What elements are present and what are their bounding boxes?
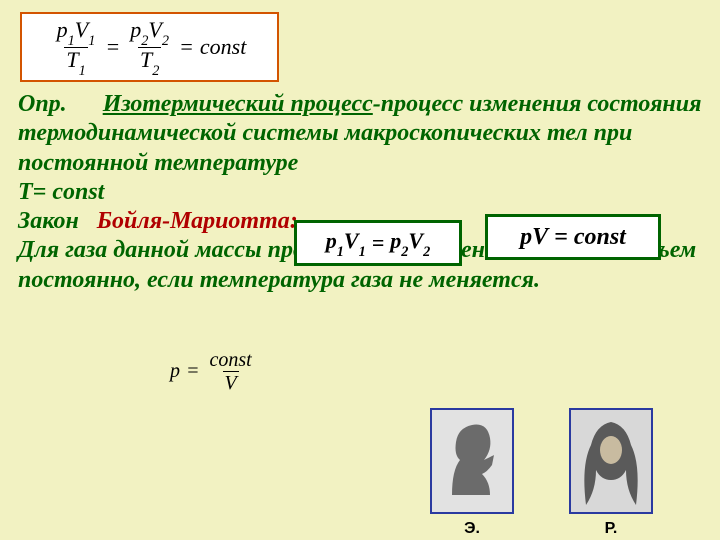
formula-pv-eq: p1V1 = p2V2 [326,228,431,258]
formula-p-num: const [208,350,254,371]
formula-p-eq: p = const V [170,350,256,393]
definition-term: Изотермический процесс [103,91,373,117]
formula-pv-const: pV=const [520,224,626,251]
formula-p-den: V [223,371,239,393]
portrait-frame [430,408,514,514]
portrait-frame [569,408,653,514]
formula-pv-const-box: pV=const [485,214,661,260]
formula-main-const: const [200,34,246,60]
portrait-caption: Э. [464,520,480,538]
portrait-mariotte: Э. [430,408,514,538]
formula-p-lhs: p [170,360,180,383]
slide: p1V1 T1 = p2V2 T2 = const Опр. Изотермич… [0,0,720,540]
portrait-boyle: Р. [569,408,653,538]
formula-main-box: p1V1 T1 = p2V2 T2 = const [20,12,279,82]
law-name: Бойля-Мариотта: [97,208,298,234]
opr-label: Опр. [18,91,67,117]
portraits-row: Э. Р. [430,408,653,538]
portrait-silhouette-icon [571,410,651,512]
portrait-caption: Р. [605,520,618,538]
definition-tconst: T= const [18,179,104,205]
formula-main: p1V1 T1 = p2V2 T2 = const [53,19,247,75]
formula-pv-eq-box: p1V1 = p2V2 [294,220,462,266]
law-word: Закон [18,208,79,234]
portrait-silhouette-icon [432,410,512,512]
